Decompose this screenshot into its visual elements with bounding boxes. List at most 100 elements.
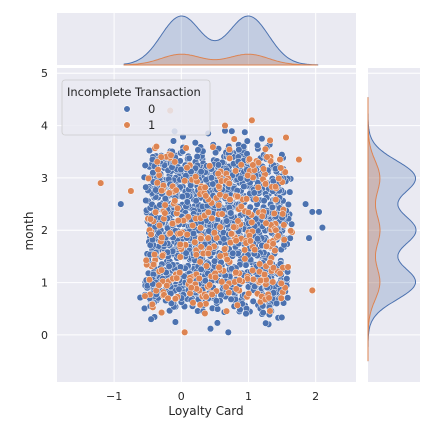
scatter-point-series-0 — [161, 195, 169, 203]
scatter-point-series-0 — [241, 128, 249, 136]
y-tick-label: 3 — [41, 172, 48, 185]
scatter-point-series-1 — [234, 192, 242, 200]
scatter-point-series-1 — [282, 133, 290, 142]
scatter-point-series-0 — [228, 127, 236, 135]
scatter-point-series-0 — [213, 319, 221, 327]
scatter-point-series-1 — [245, 290, 253, 298]
scatter-point-series-0 — [268, 203, 276, 211]
scatter-point-series-1 — [254, 183, 262, 191]
x-tick-labels: −1 0 1 2 — [106, 390, 319, 403]
scatter-point-series-1 — [184, 213, 192, 221]
scatter-point-series-1 — [201, 183, 209, 191]
scatter-point-series-0 — [286, 188, 294, 196]
scatter-point-series-1 — [244, 171, 252, 179]
scatter-point-series-1 — [154, 166, 162, 174]
scatter-point-series-1 — [209, 143, 217, 151]
scatter-point-series-0 — [192, 197, 200, 205]
scatter-point-series-1 — [196, 301, 204, 309]
scatter-point-series-1 — [167, 151, 175, 159]
scatter-outlier-series-0 — [117, 200, 125, 208]
scatter-point-series-1 — [245, 155, 253, 163]
scatter-point-series-0 — [194, 146, 202, 154]
scatter-point-series-1 — [173, 274, 181, 282]
scatter-outlier-series-1 — [308, 286, 316, 294]
scatter-point-series-1 — [249, 161, 257, 169]
scatter-point-series-1 — [197, 235, 205, 243]
scatter-point-series-1 — [202, 262, 211, 270]
scatter-point-series-0 — [191, 139, 199, 147]
scatter-point-series-1 — [210, 229, 218, 237]
scatter-point-series-0 — [286, 234, 294, 242]
marginal-x-kde-series-0 — [123, 15, 319, 66]
scatter-point-series-1 — [183, 164, 191, 172]
scatter-point-series-1 — [279, 210, 287, 218]
scatter-point-series-0 — [227, 209, 235, 217]
scatter-point-series-1 — [277, 294, 285, 302]
marginal-y-gridlines — [368, 72, 420, 336]
scatter-point-series-1 — [141, 292, 149, 300]
scatter-point-series-1 — [171, 295, 179, 303]
scatter-point-series-1 — [195, 274, 203, 282]
scatter-point-series-1 — [249, 266, 257, 274]
scatter-point-series-1 — [197, 224, 205, 232]
scatter-point-series-1 — [206, 281, 214, 289]
scatter-point-series-0 — [242, 261, 250, 269]
scatter-point-series-1 — [263, 153, 271, 161]
scatter-point-series-0 — [211, 257, 219, 265]
scatter-point-series-1 — [262, 219, 270, 227]
scatter-point-series-1 — [244, 208, 252, 217]
scatter-point-series-0 — [141, 161, 149, 169]
scatter-point-series-1 — [261, 180, 270, 188]
scatter-point-series-1 — [256, 276, 265, 285]
scatter-point-series-1 — [222, 283, 230, 291]
scatter-point-series-1 — [192, 251, 200, 259]
scatter-point-series-1 — [275, 174, 283, 183]
scatter-point-series-1 — [249, 275, 257, 283]
legend-entry-1: 1 — [148, 118, 155, 132]
scatter-point-series-1 — [152, 143, 160, 151]
scatter-point-series-1 — [204, 249, 212, 258]
scatter-point-series-1 — [223, 256, 231, 264]
scatter-point-series-1 — [182, 144, 190, 152]
scatter-point-series-1 — [276, 269, 284, 277]
scatter-point-series-1 — [158, 266, 166, 274]
scatter-point-series-1 — [211, 273, 219, 281]
scatter-point-series-1 — [165, 189, 173, 197]
scatter-point-series-0 — [229, 249, 237, 257]
scatter-point-series-1 — [269, 264, 277, 272]
scatter-point-series-1 — [232, 285, 240, 293]
scatter-outlier-series-1 — [181, 328, 189, 336]
scatter-point-series-1 — [248, 218, 256, 226]
scatter-point-series-1 — [218, 210, 226, 218]
scatter-point-series-0 — [189, 229, 198, 238]
scatter-point-series-1 — [242, 195, 251, 203]
scatter-point-series-1 — [208, 290, 216, 299]
scatter-point-series-1 — [187, 284, 195, 292]
y-tick-label: 2 — [41, 224, 48, 237]
scatter-point-series-1 — [218, 278, 226, 286]
scatter-point-series-1 — [202, 192, 210, 200]
legend-entry-0: 0 — [148, 102, 155, 116]
scatter-outlier-series-1 — [97, 179, 105, 187]
scatter-point-series-1 — [216, 223, 224, 231]
scatter-point-series-1 — [221, 245, 229, 253]
scatter-point-series-1 — [266, 136, 274, 144]
scatter-point-series-1 — [233, 301, 241, 309]
scatter-point-series-1 — [241, 246, 249, 254]
scatter-point-series-1 — [237, 202, 245, 211]
scatter-point-series-1 — [176, 269, 184, 277]
x-tick-label: 1 — [245, 390, 252, 403]
scatter-point-series-1 — [256, 260, 264, 268]
scatter-point-series-1 — [196, 258, 204, 266]
scatter-point-series-0 — [223, 217, 231, 225]
marginal-y-area — [368, 68, 420, 382]
scatter-point-series-0 — [214, 161, 222, 169]
scatter-point-series-1 — [181, 177, 189, 185]
marginal-y-kde — [367, 97, 417, 362]
scatter-point-series-1 — [234, 217, 242, 225]
scatter-points — [97, 107, 326, 336]
scatter-point-series-1 — [232, 167, 240, 175]
scatter-point-series-1 — [174, 217, 182, 225]
scatter-outlier-series-1 — [127, 187, 135, 195]
